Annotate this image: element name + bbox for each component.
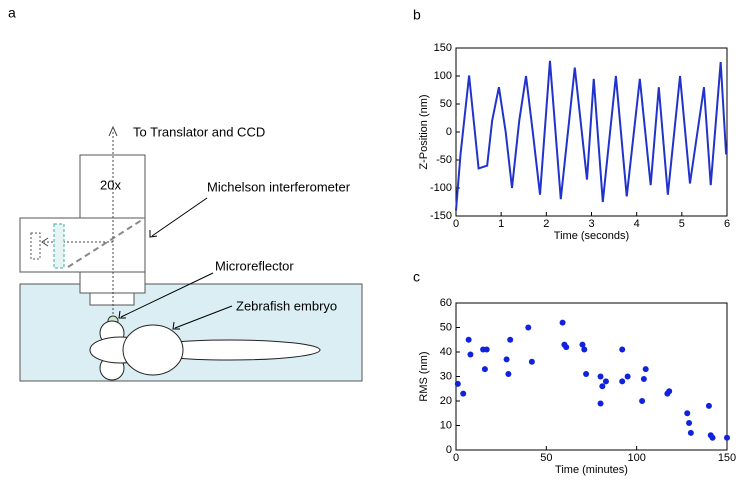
y-tick-label: -50: [436, 154, 452, 166]
point: [602, 378, 609, 385]
beam-splitter: [67, 217, 146, 268]
point: [724, 434, 730, 441]
point: [559, 319, 566, 326]
label: Michelson interferometer: [207, 179, 351, 194]
point: [709, 434, 716, 441]
point: [640, 375, 647, 382]
y-tick-label: 60: [440, 297, 452, 309]
lens-tip: [89, 292, 135, 306]
x-tick-label: 5: [679, 218, 685, 230]
point: [505, 371, 512, 378]
point: [465, 336, 472, 343]
point: [624, 373, 631, 380]
x-tick-label: 150: [718, 452, 736, 464]
x-tick-label: 100: [627, 452, 645, 464]
point: [639, 398, 646, 404]
point: [619, 378, 626, 385]
panel-label: a: [8, 5, 16, 21]
point: [483, 346, 490, 353]
point: [583, 371, 590, 378]
point: [599, 383, 606, 390]
plot-area: [455, 302, 728, 451]
point: [687, 429, 694, 436]
x-tick-label: 1: [498, 218, 504, 230]
arrow-head: [108, 125, 118, 137]
point: [684, 410, 691, 417]
arrow-head: [149, 230, 158, 238]
arrow-head: [118, 310, 126, 319]
y-tick-label: -100: [430, 182, 452, 194]
point: [597, 400, 604, 407]
plot-area: [455, 47, 728, 217]
point: [642, 366, 649, 373]
line: [455, 60, 728, 211]
point: [597, 373, 604, 380]
y-tick-label: 20: [440, 395, 452, 407]
mirror: [30, 232, 41, 260]
y-tick-label: 100: [434, 70, 452, 82]
label: To Translator and CCD: [133, 124, 265, 139]
y-tick-label: 50: [440, 98, 452, 110]
point: [507, 336, 514, 343]
label: Microreflector: [215, 258, 294, 273]
y-tick-label: 40: [440, 346, 452, 358]
y-tick-label: 50: [440, 321, 452, 333]
point: [528, 358, 535, 365]
x-tick-label: 3: [588, 218, 594, 230]
point: [686, 420, 693, 427]
label: 20x: [100, 177, 121, 192]
x-axis-label: Time (seconds): [554, 230, 629, 242]
yolk: [122, 324, 184, 376]
point: [460, 390, 467, 397]
x-tick-label: 2: [543, 218, 549, 230]
y-tick-label: -150: [430, 210, 452, 222]
point: [579, 341, 586, 348]
y-tick-label: 150: [434, 42, 452, 54]
x-tick-label: 0: [453, 218, 459, 230]
point: [581, 346, 588, 353]
point: [481, 366, 488, 373]
x-axis-label: Time (minutes): [555, 464, 628, 476]
pointer: [120, 272, 214, 318]
y-axis-label: Z-Position (nm): [418, 94, 430, 169]
arrow-head: [41, 237, 49, 247]
point: [454, 380, 461, 387]
panel-label: b: [413, 7, 421, 23]
y-tick-label: 30: [440, 370, 452, 382]
diagram: To Translator and CCD 20x Michelson inte…: [19, 124, 363, 382]
label: Zebrafish embryo: [236, 298, 337, 313]
arrow-head: [172, 321, 180, 330]
point: [467, 351, 474, 358]
water: [19, 283, 363, 382]
x-tick-label: 0: [453, 452, 459, 464]
y-tick-label: 0: [446, 444, 452, 456]
y-tick-label: 10: [440, 419, 452, 431]
point: [619, 346, 626, 353]
pointer: [151, 197, 208, 237]
mirror: [53, 223, 65, 269]
y-axis-label: RMS (nm): [418, 351, 430, 401]
point: [503, 356, 510, 363]
panel-label: c: [413, 269, 420, 285]
x-tick-label: 6: [724, 218, 730, 230]
point: [563, 344, 570, 351]
interferometer-box: [19, 217, 146, 273]
y-tick-label: 0: [446, 126, 452, 138]
point: [666, 388, 673, 395]
x-tick-label: 50: [540, 452, 552, 464]
x-tick-label: 4: [634, 218, 640, 230]
point: [705, 402, 712, 409]
pointer: [174, 305, 233, 329]
point: [525, 324, 532, 331]
